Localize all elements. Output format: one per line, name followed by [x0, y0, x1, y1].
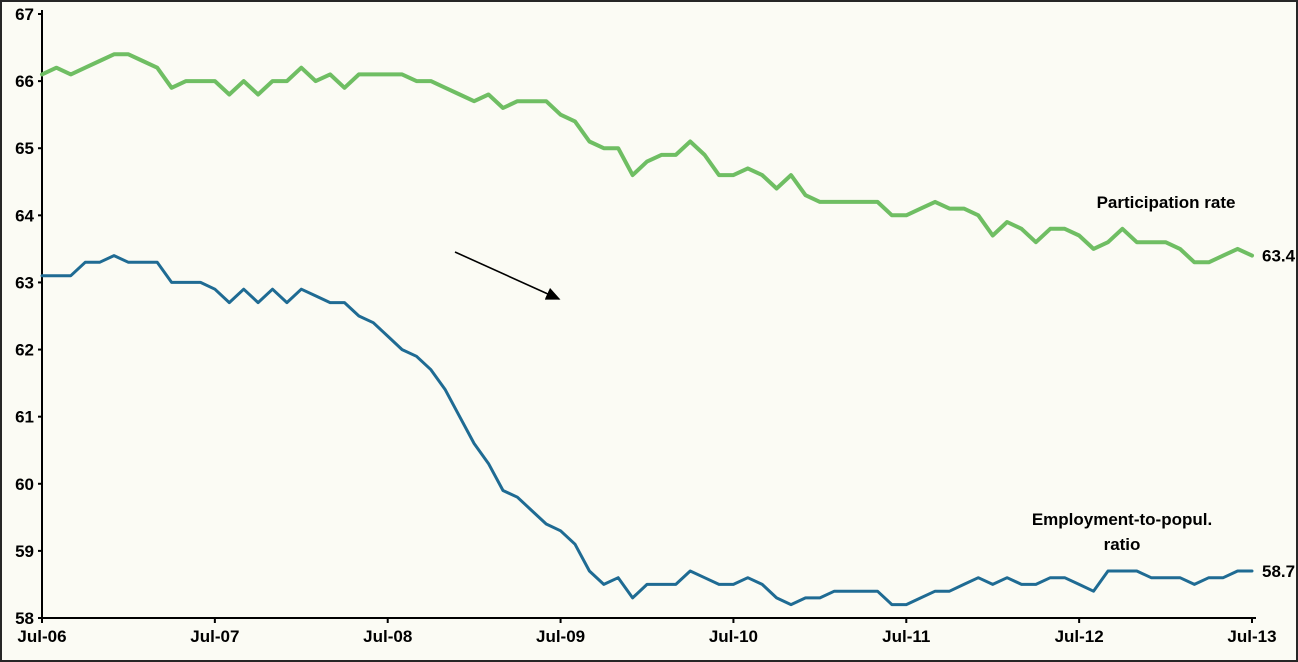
x-axis-tick-label: Jul-11: [882, 627, 930, 646]
employment-ratio-label: Employment-to-popul.: [1032, 510, 1212, 529]
participation-rate-line: [40, 52, 1254, 265]
y-axis-tick-label: 64: [15, 206, 34, 225]
y-axis-tick-label: 61: [15, 408, 34, 427]
employment-end-value: 58.7: [1262, 562, 1295, 581]
y-axis-tick-label: 63: [15, 273, 34, 292]
participation-end-value: 63.4: [1262, 247, 1296, 266]
employment-ratio-label: ratio: [1104, 535, 1141, 554]
y-axis-tick-label: 66: [15, 72, 34, 91]
employment-population-line: [40, 254, 1254, 607]
x-axis-tick-label: Jul-06: [17, 627, 66, 646]
x-axis-tick-label: Jul-12: [1055, 627, 1104, 646]
x-axis-tick-label: Jul-07: [190, 627, 239, 646]
y-axis-tick-label: 67: [15, 5, 34, 24]
y-axis-tick-label: 59: [15, 542, 34, 561]
y-axis-tick-label: 60: [15, 475, 34, 494]
participation-rate-label: Participation rate: [1097, 193, 1236, 212]
y-axis-tick-label: 62: [15, 341, 34, 360]
x-axis-tick-label: Jul-09: [536, 627, 585, 646]
x-axis-tick-label: Jul-10: [709, 627, 758, 646]
decline-arrow-annotation: [454, 251, 561, 300]
y-axis-tick-label: 65: [15, 139, 34, 158]
y-axis-tick-label: 58: [15, 609, 34, 628]
x-axis-tick-label: Jul-13: [1227, 627, 1276, 646]
x-axis-tick-label: Jul-08: [363, 627, 412, 646]
